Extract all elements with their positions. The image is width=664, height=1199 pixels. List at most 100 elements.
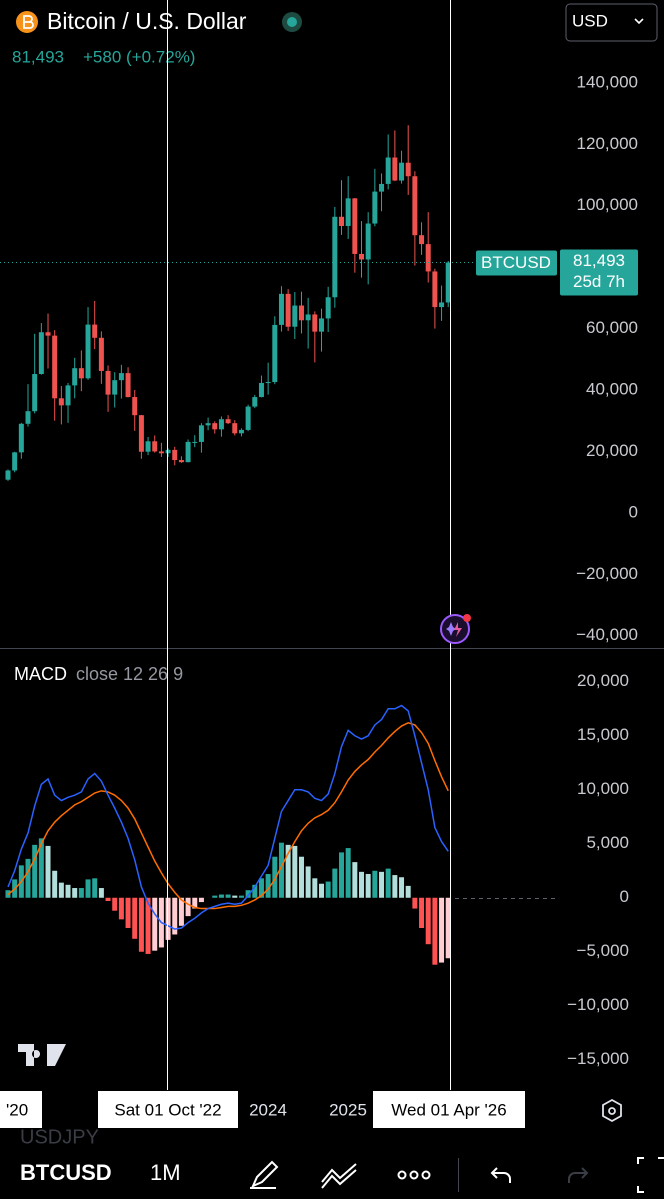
candle-body bbox=[172, 449, 178, 461]
crosshair-time: Wed 01 Apr '26 bbox=[391, 1100, 506, 1119]
histogram-bar bbox=[312, 878, 318, 898]
histogram-bar bbox=[132, 897, 138, 939]
histogram-bar bbox=[379, 871, 385, 898]
bitcoin-glyph bbox=[23, 15, 34, 29]
indicator-name[interactable]: MACD bbox=[14, 664, 67, 684]
candle-body bbox=[85, 324, 91, 379]
y-tick-label: 60,000 bbox=[586, 318, 638, 337]
histogram-bar bbox=[38, 838, 44, 898]
histogram-bar bbox=[78, 888, 84, 898]
dot[interactable] bbox=[409, 1170, 419, 1180]
toolbar-symbol[interactable]: BTCUSD bbox=[20, 1160, 112, 1185]
y-tick-label: −40,000 bbox=[576, 625, 638, 644]
candle-body bbox=[325, 297, 331, 319]
bolt[interactable] bbox=[454, 622, 462, 637]
histogram-bar bbox=[232, 895, 238, 898]
chevron[interactable] bbox=[634, 18, 644, 25]
currency-dropdown[interactable]: USD bbox=[565, 3, 658, 42]
settings-icon-center[interactable] bbox=[608, 1107, 616, 1115]
plot bbox=[0, 125, 476, 965]
histogram-bar bbox=[165, 897, 171, 940]
histogram-bar bbox=[258, 878, 264, 898]
histogram-bar bbox=[325, 881, 331, 898]
candle-body bbox=[312, 314, 318, 332]
toolbar-interval[interactable]: 1M bbox=[150, 1160, 181, 1185]
histogram-bar bbox=[412, 897, 418, 909]
assistant-icon[interactable] bbox=[440, 614, 471, 644]
candle-body bbox=[432, 271, 438, 308]
histogram-bar bbox=[425, 897, 431, 945]
axis-labels: 140,000120,000100,00080,00060,00040,0002… bbox=[476, 72, 638, 1068]
candle-body bbox=[339, 216, 344, 226]
crosshair-time-box bbox=[373, 1091, 525, 1128]
dropdown-box[interactable] bbox=[565, 3, 658, 42]
candle-body bbox=[98, 337, 104, 371]
histogram-bar bbox=[145, 897, 151, 954]
candle-body bbox=[372, 191, 378, 224]
histogram-bar bbox=[372, 870, 378, 898]
candle-body bbox=[178, 460, 184, 463]
dot[interactable] bbox=[421, 1170, 431, 1180]
y-tick-label: 20,000 bbox=[577, 671, 629, 690]
candle-body bbox=[198, 425, 204, 442]
sparkle[interactable] bbox=[446, 622, 456, 636]
histogram-bar bbox=[52, 870, 58, 898]
candle-body bbox=[385, 157, 391, 184]
badge[interactable] bbox=[463, 614, 471, 622]
histogram-bar bbox=[172, 897, 178, 935]
redo-icon[interactable] bbox=[568, 1167, 589, 1183]
candle-body bbox=[138, 415, 144, 452]
price-label: 81,493 bbox=[573, 251, 625, 270]
symbol-label: BTCUSD bbox=[481, 253, 551, 272]
candle-body bbox=[32, 374, 38, 412]
crosshair-time-box bbox=[98, 1091, 238, 1128]
candle-body bbox=[252, 397, 258, 407]
histogram-bar bbox=[178, 897, 184, 926]
time-label: '20 bbox=[6, 1100, 28, 1119]
candle-body bbox=[158, 451, 164, 454]
time-label: 2025 bbox=[329, 1100, 367, 1119]
indicator-params[interactable]: close 12 26 9 bbox=[76, 664, 183, 684]
more-icon[interactable] bbox=[397, 1170, 431, 1180]
candle-body bbox=[345, 198, 351, 226]
undo-icon[interactable] bbox=[490, 1167, 511, 1183]
price-label-box bbox=[560, 249, 638, 296]
candle-body bbox=[352, 198, 358, 254]
histogram-bar bbox=[339, 852, 344, 898]
histogram-bar bbox=[365, 874, 371, 898]
tradingview-logo[interactable] bbox=[18, 1044, 66, 1066]
candle-body bbox=[405, 162, 411, 177]
candle-body bbox=[265, 382, 271, 384]
y-tick-label: 120,000 bbox=[577, 134, 638, 153]
settings-icon[interactable] bbox=[602, 1098, 622, 1123]
y-tick-label: 140,000 bbox=[577, 72, 638, 91]
candle-body bbox=[365, 223, 371, 260]
candle-body bbox=[292, 305, 298, 327]
histogram-bar bbox=[292, 845, 298, 898]
candle-body bbox=[38, 332, 44, 375]
draw-icon[interactable] bbox=[250, 1160, 279, 1189]
fullscreen-icon[interactable] bbox=[637, 1157, 664, 1193]
dot[interactable] bbox=[397, 1170, 407, 1180]
header-price: 81,493 bbox=[12, 47, 64, 66]
candle-body bbox=[412, 176, 418, 236]
y-tick-label: 10,000 bbox=[577, 779, 629, 798]
indicators-icon[interactable] bbox=[321, 1163, 357, 1189]
histogram-bar bbox=[225, 894, 231, 898]
currency[interactable]: USD bbox=[572, 11, 608, 30]
y-tick-label: −10,000 bbox=[567, 995, 629, 1014]
candle-body bbox=[152, 441, 158, 452]
histogram-bar bbox=[238, 895, 244, 898]
histogram-bar bbox=[32, 844, 38, 898]
y-tick-label: −20,000 bbox=[576, 564, 638, 583]
candle-body bbox=[298, 305, 304, 321]
candle-body bbox=[112, 380, 118, 395]
y-tick-label: −5,000 bbox=[577, 941, 629, 960]
crosshair-time: Sat 01 Oct '22 bbox=[114, 1100, 221, 1119]
candle-body bbox=[379, 183, 385, 192]
histogram-bar bbox=[332, 868, 338, 898]
candle-body bbox=[72, 368, 78, 386]
symbol-label-box bbox=[476, 250, 557, 276]
candle-body bbox=[238, 429, 244, 434]
